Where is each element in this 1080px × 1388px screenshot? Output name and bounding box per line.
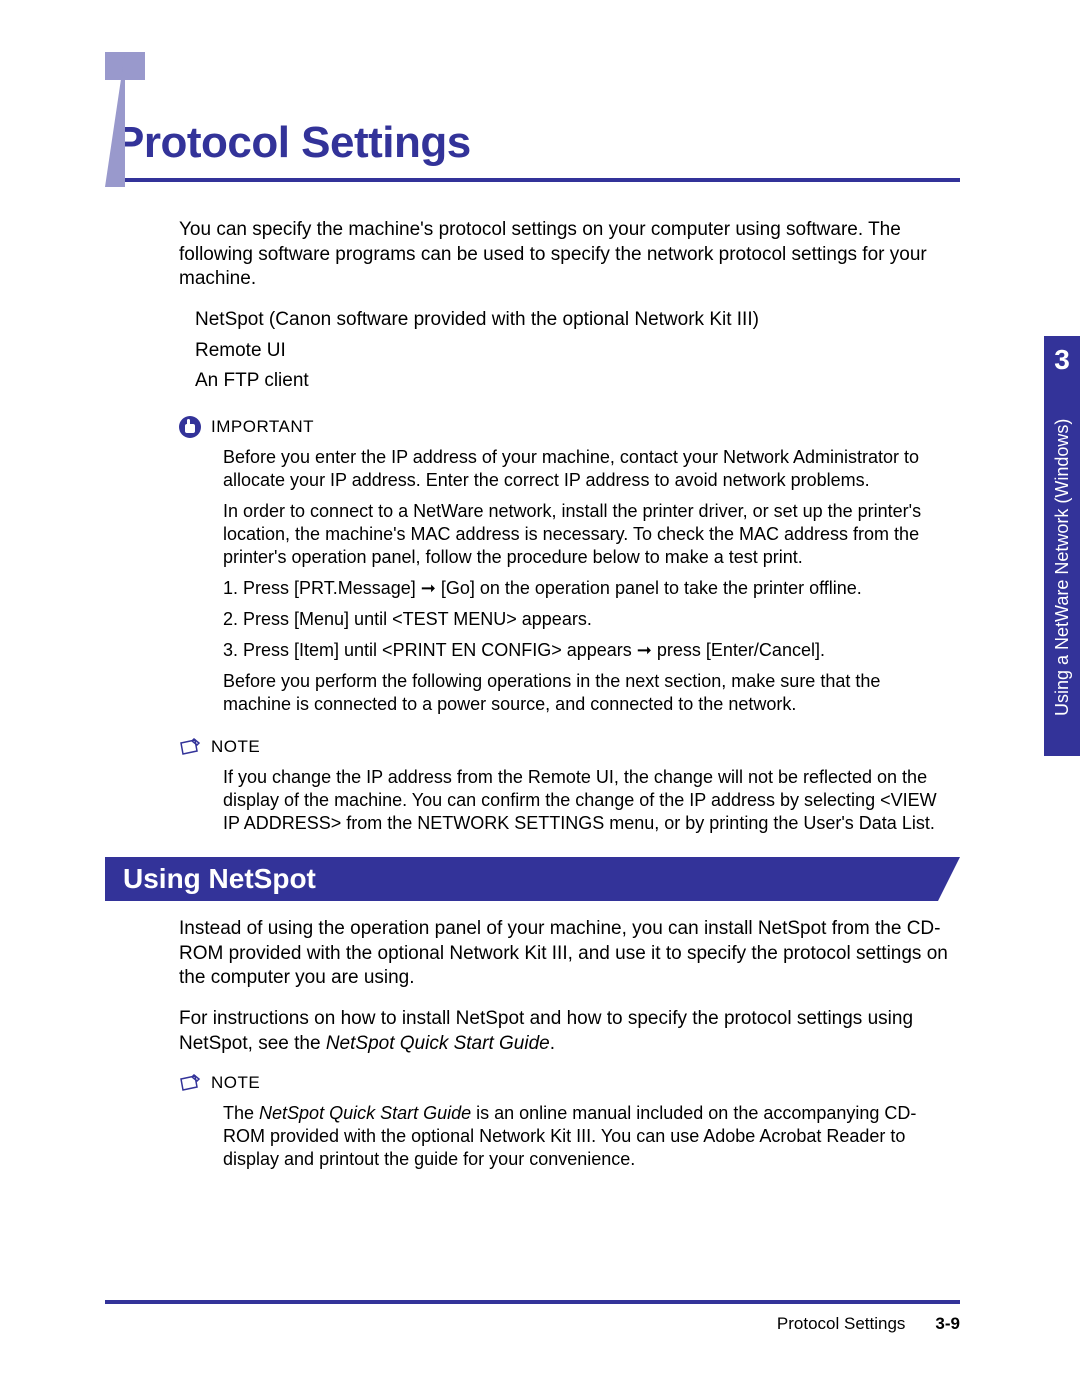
important-item: 3. Press [Item] until <PRINT EN CONFIG> … [223,639,950,662]
note-callout-1: NOTE If you change the IP address from t… [179,736,950,835]
list-item: An FTP client [195,367,950,396]
page-content: Protocol Settings You can specify the ma… [105,52,960,1338]
title-wrap: Protocol Settings [115,52,960,182]
note-icon [179,736,201,758]
section-title: Using NetSpot [105,857,938,901]
note2-prefix: The [223,1103,259,1123]
note-body: If you change the IP address from the Re… [223,766,950,835]
section-header: Using NetSpot [105,857,960,901]
important-item: 2. Press [Menu] until <TEST MENU> appear… [223,608,950,631]
list-item: NetSpot (Canon software provided with th… [195,306,950,335]
important-body: Before you enter the IP address of your … [223,446,950,716]
page-title: Protocol Settings [115,118,960,168]
ornament-triangle [105,52,125,187]
note-label: NOTE [211,737,260,757]
important-item: Before you enter the IP address of your … [223,446,950,492]
note-item: The NetSpot Quick Start Guide is an onli… [223,1102,950,1171]
body-paragraph-1: Instead of using the operation panel of … [179,917,950,991]
chapter-number: 3 [1054,344,1070,376]
intro-paragraph: You can specify the machine's protocol s… [179,218,950,292]
body-paragraph-2: For instructions on how to install NetSp… [179,1007,950,1056]
title-rule [115,178,960,182]
list-item: Remote UI [195,337,950,366]
important-label: IMPORTANT [211,417,314,437]
important-icon [179,416,201,438]
important-callout: IMPORTANT Before you enter the IP addres… [179,416,950,716]
footer: Protocol Settings 3-9 [777,1314,960,1334]
note2-italic: NetSpot Quick Start Guide [259,1103,471,1123]
section-triangle [938,857,960,901]
note-icon [179,1072,201,1094]
chapter-tab: 3 Using a NetWare Network (Windows) [1044,336,1080,756]
page-number: 3-9 [935,1314,960,1334]
note-label: NOTE [211,1073,260,1093]
note-label-row: NOTE [179,736,950,758]
important-item: In order to connect to a NetWare network… [223,500,950,569]
note-item: If you change the IP address from the Re… [223,766,950,835]
important-item: 1. Press [PRT.Message] ➞ [Go] on the ope… [223,577,950,600]
note-callout-2: NOTE The NetSpot Quick Start Guide is an… [179,1072,950,1171]
footer-rule [105,1300,960,1304]
software-list: NetSpot (Canon software provided with th… [195,306,950,396]
important-label-row: IMPORTANT [179,416,950,438]
note-body-2: The NetSpot Quick Start Guide is an onli… [223,1102,950,1171]
body2-suffix: . [550,1033,555,1054]
important-item: Before you perform the following operati… [223,670,950,716]
body2-italic: NetSpot Quick Start Guide [326,1033,550,1054]
footer-section: Protocol Settings [777,1314,906,1334]
note-label-row-2: NOTE [179,1072,950,1094]
chapter-label: Using a NetWare Network (Windows) [1052,392,1073,742]
